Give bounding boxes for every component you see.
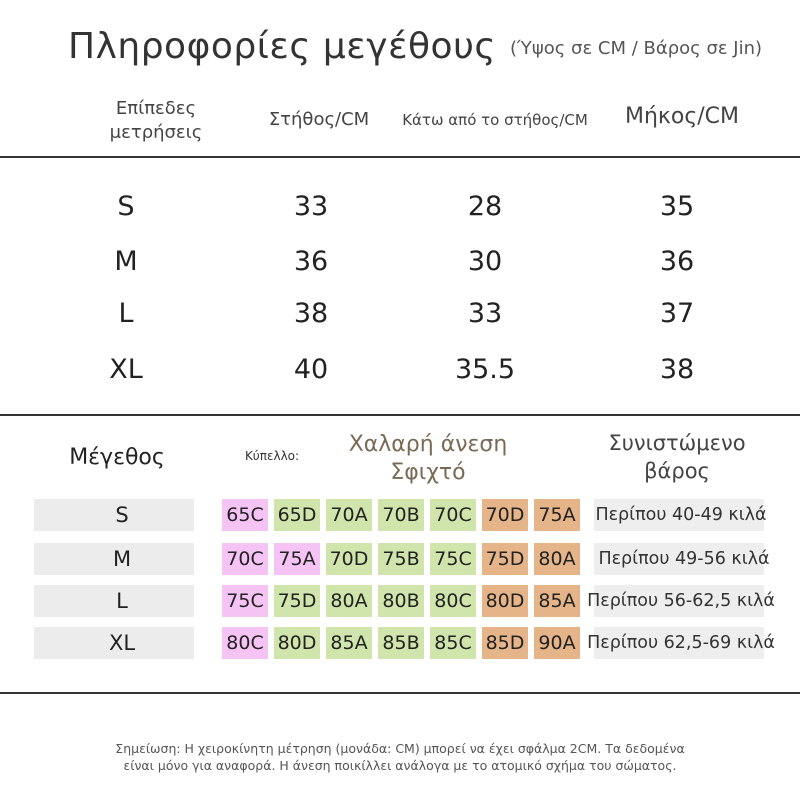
page-title: Πληροφορίες μεγέθους	[68, 26, 497, 67]
cup-chip: 85A	[326, 627, 372, 659]
size-cell: L	[118, 298, 134, 329]
cup-chip: 80C	[222, 627, 268, 659]
weight-cell: Περίπου 40-49 κιλά	[595, 505, 767, 525]
header-recommended-weight: Συνιστώμενο βάρος	[608, 431, 746, 483]
cup-chip: 65D	[274, 499, 320, 531]
cup-chip: 75D	[482, 543, 528, 575]
size-cell: L	[116, 589, 128, 613]
header-length: Μήκος/CM	[624, 104, 740, 129]
chest-cell: 38	[293, 298, 329, 329]
length-cell: 37	[659, 298, 695, 329]
weight-bg	[594, 543, 764, 575]
chest-cell: 40	[293, 354, 329, 385]
size-cell: S	[117, 191, 135, 222]
cup-chip: 75D	[274, 585, 320, 617]
cup-chip: 80C	[430, 585, 476, 617]
cup-chip: 80B	[378, 585, 424, 617]
cup-chip: 70B	[378, 499, 424, 531]
row-bg	[34, 543, 194, 575]
length-cell: 36	[659, 246, 695, 277]
cup-chip: 85C	[430, 627, 476, 659]
cup-chip: 80D	[482, 585, 528, 617]
weight-cell: Περίπου 49-56 κιλά	[598, 549, 770, 569]
cup-chip: 80D	[274, 627, 320, 659]
size-cell: M	[114, 246, 138, 277]
cup-chip: 65C	[222, 499, 268, 531]
cup-chip: 70D	[326, 543, 372, 575]
cup-chip: 75B	[378, 543, 424, 575]
size-cell: M	[112, 547, 132, 571]
header-underbust: Κάτω από το στήθος/CM	[402, 111, 588, 129]
size-cell: XL	[109, 354, 143, 385]
footnote-line-1: Σημείωση: Η χειροκίνητη μέτρηση (μονάδα:…	[115, 741, 685, 756]
cup-chip: 75A	[534, 499, 580, 531]
header-flat-measurement: Επίπεδες μετρήσεις	[109, 98, 203, 143]
cup-chip: 70C	[430, 499, 476, 531]
row-bg	[34, 499, 194, 531]
chest-cell: 33	[293, 191, 329, 222]
cup-chip: 75C	[430, 543, 476, 575]
cup-chip: 75C	[222, 585, 268, 617]
table-divider-top	[0, 156, 800, 158]
row-bg	[34, 585, 194, 617]
underbust-cell: 35.5	[454, 354, 516, 385]
weight-cell: Περίπου 56-62,5 κιλά	[587, 591, 775, 611]
page-subtitle: (Ύψος σε CM / Βάρος σε Jin)	[510, 38, 763, 59]
size-cell: XL	[108, 631, 136, 655]
size-cell: S	[115, 503, 129, 527]
cup-chip: 85A	[534, 585, 580, 617]
length-cell: 38	[659, 354, 695, 385]
footnote-line-2: είναι μόνο για αναφορά. Η άνεση ποικίλλε…	[123, 758, 677, 773]
header-cup: Κύπελλο:	[244, 449, 300, 463]
cup-chip: 80A	[326, 585, 372, 617]
header-size: Μέγεθος	[69, 445, 165, 470]
header-fit: Χαλαρή άνεση Σφιχτό	[330, 431, 526, 487]
row-bg	[34, 627, 194, 659]
header-fit-tight: Σφιχτό	[390, 460, 466, 485]
weight-bg	[594, 627, 764, 659]
table-divider-bottom	[0, 692, 800, 694]
underbust-cell: 33	[467, 298, 503, 329]
weight-bg	[594, 499, 764, 531]
chest-cell: 36	[293, 246, 329, 277]
weight-bg	[594, 585, 764, 617]
header-fit-loose: Χαλαρή άνεση	[348, 432, 508, 457]
weight-cell: Περίπου 62,5-69 κιλά	[587, 633, 775, 653]
cup-chip: 70D	[482, 499, 528, 531]
cup-chip: 70C	[222, 543, 268, 575]
underbust-cell: 30	[467, 246, 503, 277]
table-divider-middle	[0, 414, 800, 416]
header-chest: Στήθος/CM	[268, 109, 370, 130]
length-cell: 35	[659, 191, 695, 222]
cup-chip: 80A	[534, 543, 580, 575]
underbust-cell: 28	[467, 191, 503, 222]
cup-chip: 85D	[482, 627, 528, 659]
footnote: Σημείωση: Η χειροκίνητη μέτρηση (μονάδα:…	[80, 740, 720, 774]
cup-chip: 85B	[378, 627, 424, 659]
cup-chip: 75A	[274, 543, 320, 575]
cup-chip: 90A	[534, 627, 580, 659]
cup-chip: 70A	[326, 499, 372, 531]
